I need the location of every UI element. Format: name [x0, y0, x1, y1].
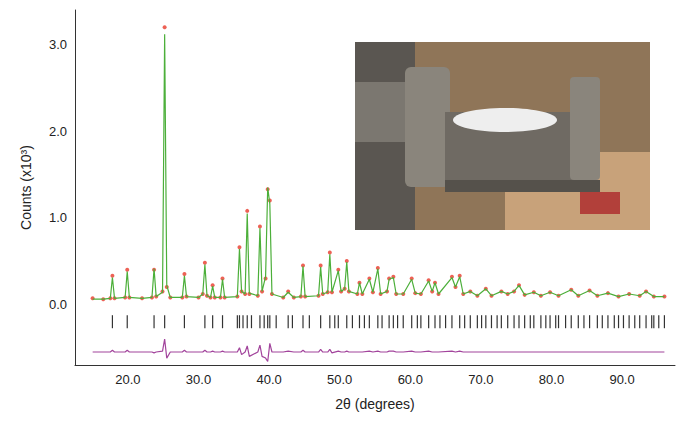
svg-text:1.0: 1.0 [49, 210, 67, 225]
svg-text:70.0: 70.0 [468, 372, 493, 387]
svg-text:90.0: 90.0 [609, 372, 634, 387]
svg-text:50.0: 50.0 [327, 372, 352, 387]
svg-text:Counts (x10³): Counts (x10³) [18, 145, 34, 230]
svg-text:30.0: 30.0 [186, 372, 211, 387]
svg-text:60.0: 60.0 [398, 372, 423, 387]
svg-text:2θ (degrees): 2θ (degrees) [335, 396, 414, 412]
svg-text:3.0: 3.0 [49, 37, 67, 52]
svg-text:0.0: 0.0 [49, 297, 67, 312]
svg-text:40.0: 40.0 [256, 372, 281, 387]
svg-text:2.0: 2.0 [49, 124, 67, 139]
svg-text:80.0: 80.0 [539, 372, 564, 387]
svg-text:20.0: 20.0 [115, 372, 140, 387]
